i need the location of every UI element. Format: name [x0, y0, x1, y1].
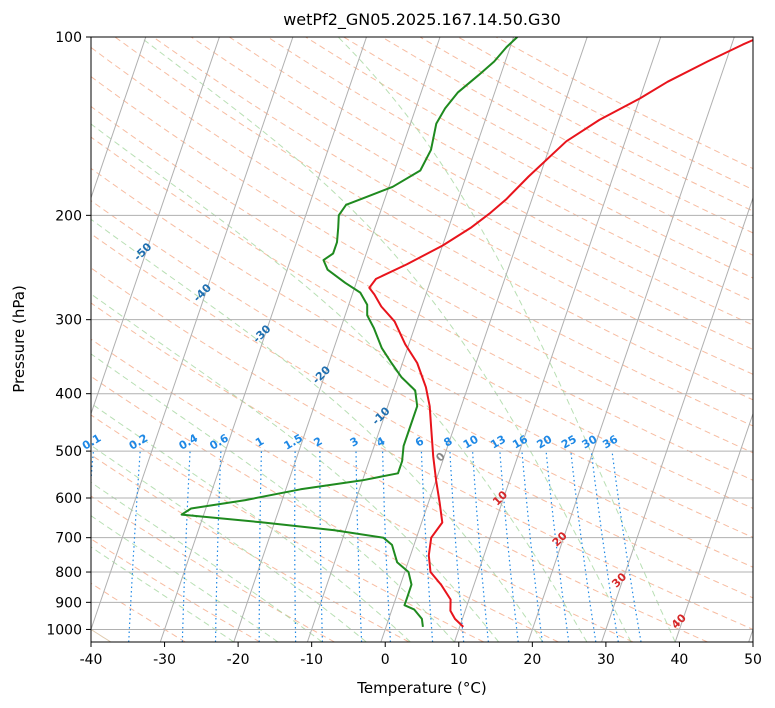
dry-adiabat [91, 414, 484, 642]
y-tick-label: 1000 [46, 622, 82, 638]
x-tick-label: -40 [80, 652, 103, 668]
x-tick-label: 0 [381, 652, 390, 668]
x-tick-label: 50 [744, 652, 762, 668]
x-tick-label: -10 [300, 652, 323, 668]
plot-frame [90, 36, 754, 643]
moist-adiabat [139, 37, 632, 642]
moist-adiabat [91, 353, 455, 642]
x-tick-label: -30 [153, 652, 176, 668]
mixing-ratio-line [521, 451, 543, 642]
y-tick-label: 300 [55, 313, 82, 329]
mixing-ratio-line [319, 451, 323, 642]
dry-adiabat [91, 267, 753, 630]
isotherm [380, 37, 588, 642]
mixing-ratio-line [128, 451, 141, 642]
dry-adiabat [91, 375, 559, 642]
moist-adiabat [91, 515, 279, 642]
dry-adiabat [91, 338, 634, 642]
mixing-ratio-lines [91, 451, 642, 642]
y-tick-label: 600 [55, 491, 82, 507]
x-axis-label: Temperature (°C) [356, 679, 486, 697]
y-tick-label: 900 [55, 595, 82, 611]
y-tick-label: 800 [55, 565, 82, 581]
dry-adiabat [91, 538, 261, 642]
temperature-line [368, 38, 753, 628]
isotherm [233, 37, 441, 642]
y-tick-label: 200 [55, 208, 82, 224]
mixing-ratio-line [214, 451, 222, 642]
dry-adiabat [91, 233, 753, 599]
isotherm [306, 37, 515, 642]
y-tick-label: 700 [55, 531, 82, 547]
x-tick-label: 10 [450, 652, 468, 668]
isotherm [159, 37, 367, 642]
y-tick-label: 100 [55, 30, 82, 46]
dry-adiabat [91, 454, 410, 642]
mixing-ratio-line [590, 451, 619, 642]
y-tick-label: 400 [55, 387, 82, 403]
mixing-ratio-line [570, 451, 597, 642]
mixing-ratio-line [420, 451, 434, 642]
moist-adiabat [91, 402, 411, 642]
isotherm [527, 37, 735, 642]
y-tick-label: 500 [55, 444, 82, 460]
chart-title: wetPf2_GN05.2025.167.14.50.G30 [283, 10, 561, 30]
isotherm [454, 37, 662, 642]
mixing-ratio-line [472, 451, 489, 642]
mixing-ratio-line [449, 451, 465, 642]
mixing-ratio-line [181, 451, 191, 642]
dry-adiabat [267, 37, 753, 302]
x-tick-label: 20 [523, 652, 541, 668]
mixing-ratio-line [258, 451, 262, 642]
dry-adiabat [91, 302, 708, 642]
dry-adiabat [91, 105, 753, 481]
isotherm [674, 412, 753, 642]
dry-adiabat [91, 136, 753, 510]
dry-adiabat [114, 37, 753, 401]
isotherm [601, 196, 753, 642]
dry-adiabat [91, 200, 753, 568]
mixing-ratio-line [545, 451, 570, 642]
mixing-ratio-line [611, 451, 642, 642]
y-axis-label: Pressure (hPa) [10, 285, 28, 393]
x-tick-label: 30 [597, 652, 615, 668]
mixing-ratio-line [355, 451, 363, 642]
dewpoint-line [180, 37, 518, 628]
axes: -40 -30 -20 -10 0 10 20 30 40 50 1000 900 800 700 600 5… [46, 30, 762, 668]
dry-adiabat [91, 167, 753, 539]
isotherm [91, 37, 147, 200]
mixing-ratio-line [294, 451, 297, 642]
dry-adiabat [91, 582, 186, 642]
mixing-ratio-line [382, 451, 391, 642]
dry-adiabat [229, 37, 753, 326]
dry-adiabat [152, 37, 753, 375]
x-tick-label: -20 [227, 652, 250, 668]
x-tick-label: 40 [671, 652, 689, 668]
profile-series [180, 37, 753, 628]
mixing-ratio-line [499, 451, 519, 642]
isotherm [91, 37, 220, 416]
plot-background [91, 37, 753, 642]
moist-adiabat [91, 123, 588, 642]
isotherm [91, 37, 294, 631]
